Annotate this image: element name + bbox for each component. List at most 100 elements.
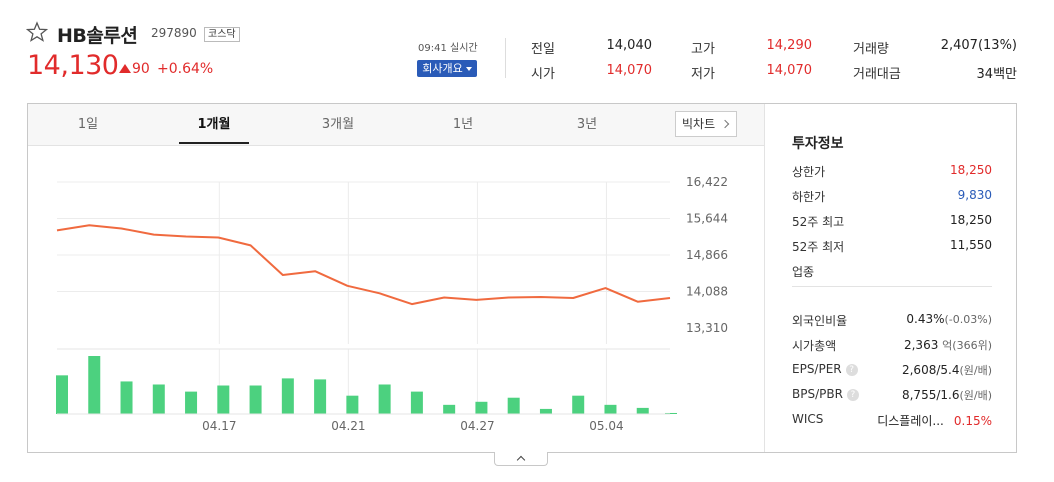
chart-panel: 1일 1개월 3개월 1년 3년 빅차트 16,422 15,644 14,866 1… [27,103,1017,453]
upper-limit-value: 18,250 [950,163,992,177]
header-divider [505,38,506,78]
favorite-star-icon[interactable] [26,21,48,43]
company-overview-button[interactable]: 회사개요 [417,60,477,77]
bps-pbr-value: 8,755/1.6 [901,388,960,402]
price-change: 90 [132,61,150,77]
volume-bar [572,395,585,414]
help-icon[interactable]: ? [846,389,859,401]
info-title: 투자정보 [792,136,844,152]
volume-bar [539,408,552,414]
high52-value: 18,250 [950,213,992,227]
price-change-percent: +0.64% [157,61,214,77]
lower-limit-label: 하한가 [792,190,826,204]
volume-bar [604,404,617,414]
bigchart-button[interactable]: 빅차트 [675,111,737,137]
price-line [56,224,671,306]
upper-limit-label: 상한가 [792,165,826,179]
low-value: 14,070 [766,63,813,78]
period-tabs: 1일 1개월 3개월 1년 3년 빅차트 [28,104,764,146]
industry-row: 업종 [792,263,992,281]
amount-label: 거래대금 [853,67,901,82]
volume-bar [507,397,520,414]
foreign-ratio-row: 외국인비율 0.43%(-0.03%) [792,312,992,330]
market-cap-unit: 억(366위) [942,339,992,352]
info-separator [792,286,992,287]
prev-close-value: 14,040 [606,38,653,53]
tab-1year[interactable]: 1년 [452,117,474,132]
stock-name: HB솔루션 [57,25,138,47]
chevron-up-icon [516,455,526,465]
high52-row: 52주 최고 18,250 [792,213,992,231]
panel-divider [764,104,765,452]
volume-bar [281,378,294,414]
eps-per-row: EPS/PER? 2,608/5.4(원/배) [792,362,992,380]
realtime-label: 09:41 실시간 [418,43,478,54]
market-cap-row: 시가총액 2,363 억(366위) [792,337,992,355]
collapse-button[interactable] [494,452,548,466]
wics-row: WICS 디스플레이... 0.15% [792,412,992,430]
x-tick-label: 04.17 [202,419,236,433]
volume-bar [410,391,423,414]
bps-pbr-row: BPS/PBR? 8,755/1.6(원/배) [792,387,992,405]
volume-bar [185,391,198,414]
volume-bar [475,401,488,414]
volume-bar [665,412,677,414]
up-triangle-icon [119,64,131,73]
foreign-ratio-value: 0.43% [906,312,945,326]
amount-value: 34백만 [976,67,1017,82]
eps-per-unit: (원/배) [959,364,992,377]
chevron-right-icon [720,119,730,129]
wics-value[interactable]: 디스플레이... [877,414,944,428]
high-value: 14,290 [766,38,813,53]
y-tick-label: 14,866 [686,248,728,262]
volume-bar [314,379,327,414]
lower-limit-row: 하한가 9,830 [792,188,992,206]
foreign-ratio-label: 외국인비율 [792,314,848,328]
volume-value: 2,407(13%) [940,38,1017,53]
volume-bar [152,384,165,414]
low52-row: 52주 최저 11,550 [792,238,992,256]
volume-bar [217,385,230,414]
tab-3month[interactable]: 3개월 [321,117,355,132]
industry-label: 업종 [792,265,815,279]
market-cap-value: 2,363 [903,338,939,352]
open-label: 시가 [531,67,555,82]
active-tab-indicator [179,142,249,144]
eps-per-label: EPS/PER [792,362,842,376]
low52-label: 52주 최저 [792,240,845,254]
bigchart-label: 빅차트 [682,117,716,131]
foreign-ratio-change: (-0.03%) [944,313,993,326]
eps-per-value: 2,608/5.4 [901,363,960,377]
tab-3year[interactable]: 3년 [576,117,598,132]
volume-bar [636,407,649,414]
x-tick-label: 05.04 [589,419,623,433]
help-icon[interactable]: ? [845,364,858,376]
low52-value: 11,550 [950,238,992,252]
tab-1day[interactable]: 1일 [77,117,99,132]
company-overview-label: 회사개요 [422,62,463,75]
high-label: 고가 [691,42,715,57]
price-chart: 16,422 15,644 14,866 14,088 13,310 04.17 04.21… [56,175,728,433]
market-badge: 코스닥 [204,27,240,42]
y-tick-label: 15,644 [686,212,728,226]
low-label: 저가 [691,67,715,82]
high52-label: 52주 최고 [792,215,845,229]
market-cap-label: 시가총액 [792,339,837,353]
y-tick-label: 16,422 [686,175,728,189]
volume-label: 거래량 [853,42,889,57]
wics-label: WICS [792,412,824,426]
volume-bar [56,375,68,414]
y-tick-label: 13,310 [686,321,728,335]
investment-info: 투자정보 상한가 18,250 하한가 9,830 52주 최고 18,250 … [765,104,1016,452]
x-tick-label: 04.27 [460,419,494,433]
lower-limit-value: 9,830 [957,188,992,202]
volume-bar [346,395,359,414]
volume-bar [249,385,262,414]
upper-limit-row: 상한가 18,250 [792,163,992,181]
open-value: 14,070 [606,63,653,78]
x-tick-label: 04.21 [331,419,365,433]
volume-bar [443,404,456,414]
caret-down-icon [465,67,472,71]
tab-1month[interactable]: 1개월 [197,117,231,132]
y-tick-label: 14,088 [686,285,728,299]
